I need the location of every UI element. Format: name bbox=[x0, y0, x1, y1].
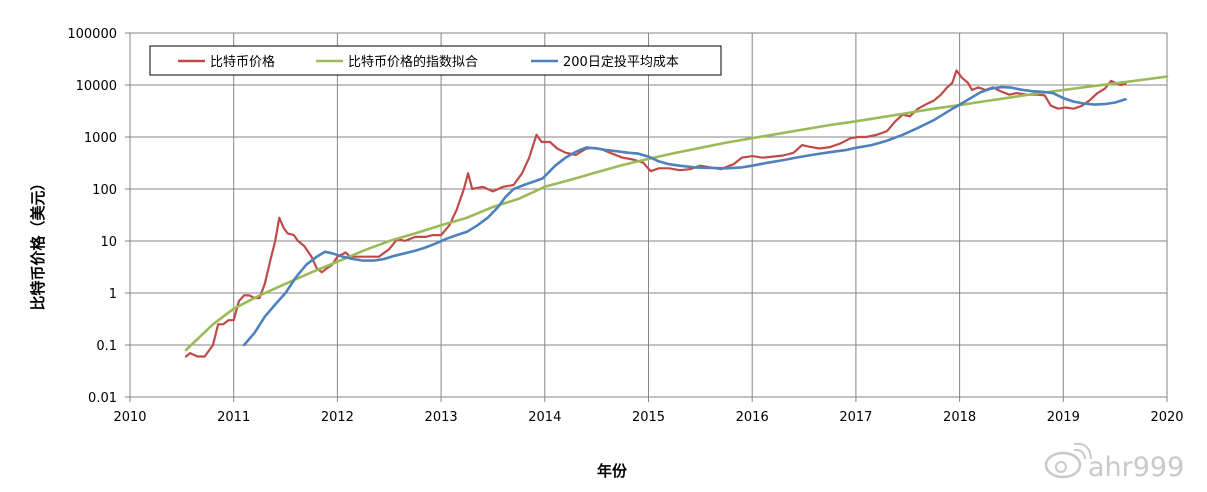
x-tick-label: 2016 bbox=[736, 410, 769, 425]
y-tick-label: 0.1 bbox=[96, 339, 117, 354]
x-tick-label: 2010 bbox=[113, 410, 146, 425]
y-tick-label: 10000 bbox=[76, 79, 117, 94]
legend: 比特币价格 比特币价格的指数拟合 200日定投平均成本 bbox=[149, 45, 722, 76]
x-tick-label: 2015 bbox=[632, 410, 665, 425]
watermark: ahr999 bbox=[1044, 442, 1184, 483]
y-axis-title: 比特币价格（美元） bbox=[29, 175, 47, 310]
grid-lines bbox=[130, 33, 1167, 397]
series-line-exponential-fit bbox=[184, 75, 1169, 352]
y-tick-label: 1000 bbox=[84, 131, 117, 146]
legend-box bbox=[149, 45, 722, 76]
x-tick-label: 2013 bbox=[425, 410, 458, 425]
watermark-text: ahr999 bbox=[1088, 452, 1184, 483]
x-tick-label: 2012 bbox=[321, 410, 354, 425]
y-tick-label: 1 bbox=[109, 287, 117, 302]
x-tick-label: 2014 bbox=[528, 410, 561, 425]
x-tick-label: 2018 bbox=[943, 410, 976, 425]
y-tick-label: 0.01 bbox=[88, 391, 117, 406]
legend-label-price: 比特币价格 bbox=[210, 54, 275, 70]
x-tick-label: 2020 bbox=[1150, 410, 1183, 425]
legend-label-dca: 200日定投平均成本 bbox=[563, 54, 679, 70]
legend-label-fit: 比特币价格的指数拟合 bbox=[348, 54, 478, 70]
x-tick-label: 2017 bbox=[839, 410, 872, 425]
y-tick-label: 10 bbox=[100, 235, 117, 250]
series-line-dca-cost bbox=[242, 85, 1127, 347]
series-line-price bbox=[184, 69, 1127, 358]
y-tick-label: 100000 bbox=[67, 27, 117, 42]
series-lines bbox=[184, 69, 1169, 358]
x-axis-title: 年份 bbox=[597, 462, 628, 480]
y-axis-ticks: 100000 10000 1000 100 10 1 0.1 0.01 bbox=[67, 27, 130, 406]
y-tick-label: 100 bbox=[92, 183, 117, 198]
weibo-logo-icon bbox=[1044, 442, 1092, 479]
x-tick-label: 2011 bbox=[217, 410, 250, 425]
x-tick-label: 2019 bbox=[1047, 410, 1080, 425]
x-axis-ticks: 2010 2011 2012 2013 2014 2015 2016 2017 2018 2019… bbox=[113, 397, 1184, 425]
